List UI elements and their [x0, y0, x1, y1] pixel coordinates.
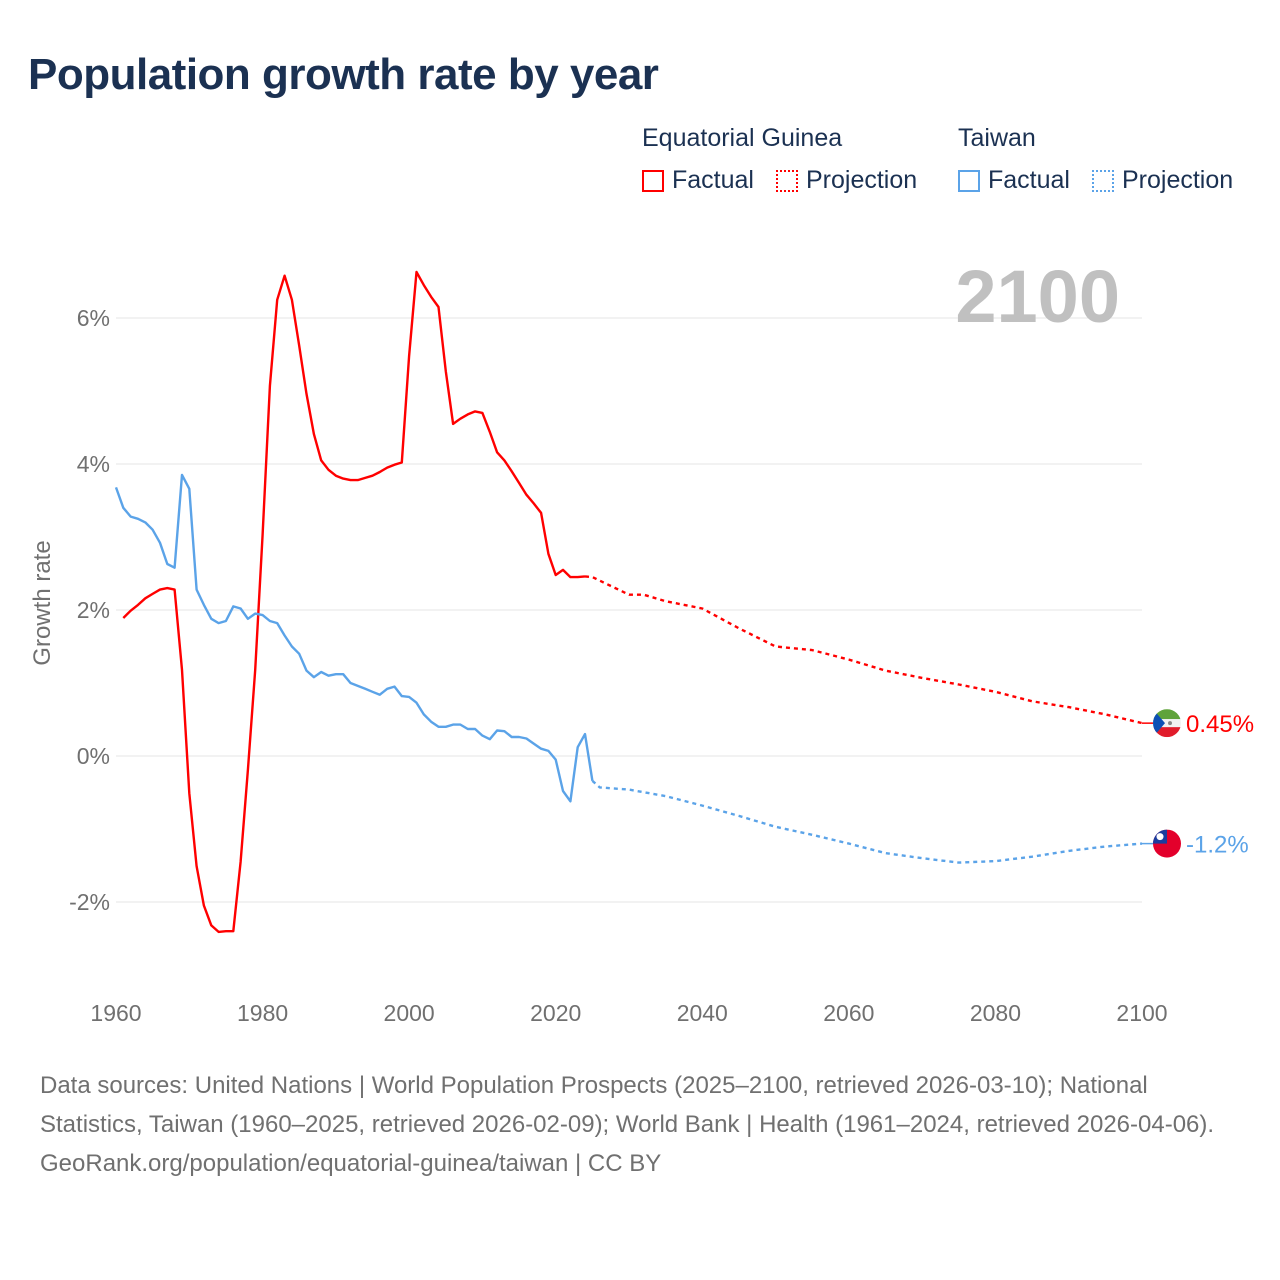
legend-label: Factual — [672, 166, 754, 194]
legend-label: Projection — [806, 166, 918, 194]
x-tick-label: 2100 — [1116, 1000, 1167, 1026]
footer: Data sources: United Nations | World Pop… — [40, 1066, 1250, 1183]
chart-title: Population growth rate by year — [28, 50, 659, 99]
legend-swatch-solid — [958, 169, 980, 192]
x-tick-label: 2060 — [823, 1000, 874, 1026]
series-line-equatorial-guinea-projection — [584, 575, 1143, 725]
legend-eg-factual[interactable]: Factual — [642, 166, 754, 195]
y-tick-label: 4% — [77, 451, 110, 477]
x-tick-label: 1980 — [237, 1000, 288, 1026]
flag-stripe-green — [1153, 709, 1181, 720]
flag-triangle — [1153, 709, 1165, 738]
legend-tw-factual[interactable]: Factual — [958, 166, 1070, 195]
flag-emblem — [1168, 721, 1172, 726]
flag-stripe-white — [1153, 719, 1181, 728]
year-indicator: 2100 — [955, 255, 1120, 338]
credit-link[interactable]: GeoRank.org/population/equatorial-guinea… — [40, 1150, 662, 1177]
y-tick-label: -2% — [69, 889, 110, 915]
y-axis-label: Growth rate — [29, 540, 56, 665]
flag-sun — [1156, 833, 1164, 841]
y-tick-label: 0% — [77, 743, 110, 769]
x-tick-label: 2020 — [530, 1000, 581, 1026]
legend-eg-projection[interactable]: Projection — [776, 166, 917, 195]
x-tick-label: 1960 — [90, 1000, 141, 1026]
y-tick-label: 6% — [77, 305, 110, 331]
series-line-equatorial-guinea-factual — [122, 270, 586, 934]
flag-stripe-red — [1153, 727, 1181, 738]
series-line-taiwan-factual — [114, 473, 594, 803]
data-sources: Data sources: United Nations | World Pop… — [40, 1072, 1215, 1138]
legend-group-equatorial-guinea: Equatorial Guinea — [642, 124, 843, 152]
series-line-taiwan-projection — [591, 779, 1143, 864]
end-value-label: -1.2% — [1186, 832, 1249, 859]
legend-tw-projection[interactable]: Projection — [1092, 166, 1233, 195]
legend-label: Projection — [1122, 166, 1234, 194]
legend-swatch-dotted — [1092, 169, 1114, 192]
legend-swatch-dotted — [776, 169, 798, 192]
legend-group-taiwan: Taiwan — [958, 124, 1036, 152]
chart-plot: -2% 0% 2% 4% 6% 1960 1980 2000 2020 2040 2060 2080 2… — [29, 255, 1254, 1026]
legend-label: Factual — [988, 166, 1070, 194]
legend-swatch-solid — [642, 169, 664, 192]
end-value-label: 0.45% — [1186, 711, 1254, 738]
x-tick-label: 2080 — [970, 1000, 1021, 1026]
equatorial-guinea-flag — [1153, 709, 1181, 738]
x-tick-label: 2000 — [384, 1000, 435, 1026]
x-tick-label: 2040 — [677, 1000, 728, 1026]
taiwan-flag — [1153, 829, 1181, 858]
y-tick-label: 2% — [77, 597, 110, 623]
